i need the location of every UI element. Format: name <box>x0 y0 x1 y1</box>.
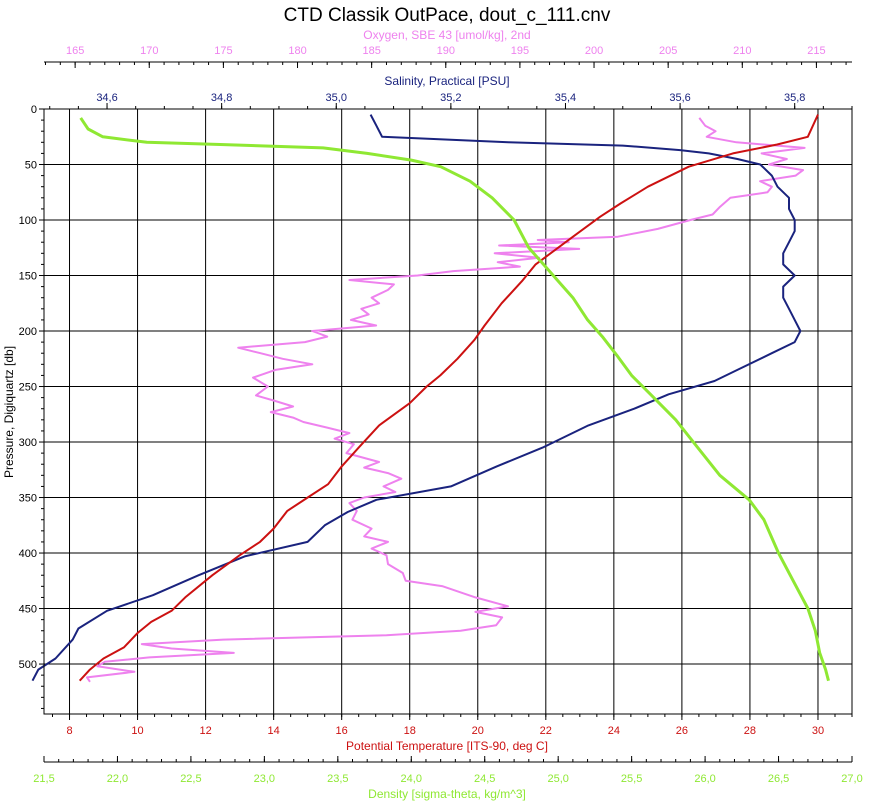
oxygen-tick-label: 210 <box>733 45 751 57</box>
density-tick-label: 26,0 <box>694 773 715 785</box>
pressure-tick-label: 400 <box>19 548 37 560</box>
density-tick-label: 23,0 <box>254 773 275 785</box>
salinity-tick-label: 34,8 <box>211 92 232 104</box>
oxygen-tick-label: 215 <box>807 45 825 57</box>
oxygen-tick-label: 165 <box>66 45 84 57</box>
density-series-line <box>79 117 830 682</box>
oxygen-tick-label: 200 <box>585 45 603 57</box>
pressure-tick-label: 50 <box>25 160 37 172</box>
density-tick-label: 22,5 <box>180 773 201 785</box>
pressure-axis-label: Pressure, Digiquartz [db] <box>2 346 16 478</box>
series-layer <box>31 114 830 683</box>
oxygen-tick-label: 175 <box>214 45 232 57</box>
temperature-tick-label: 30 <box>812 725 824 737</box>
salinity-tick-label: 34,6 <box>96 92 117 104</box>
temperature-tick-label: 10 <box>131 725 143 737</box>
density-tick-label: 25,5 <box>621 773 642 785</box>
density-tick-label: 21,5 <box>33 773 54 785</box>
temperature-tick-label: 20 <box>472 725 484 737</box>
pressure-tick-label: 0 <box>31 104 37 116</box>
pressure-axis: 0 50 100 150 200 250 300 350 400 450 500 <box>19 104 44 709</box>
plot-frame <box>43 108 853 715</box>
oxygen-tick-label: 205 <box>659 45 677 57</box>
oxygen-tick-label: 170 <box>140 45 158 57</box>
oxygen-axis: 165 170 175 180 185 190 195 200 205 210 215 <box>44 45 852 68</box>
density-tick-label: 22,0 <box>107 773 128 785</box>
oxygen-tick-label: 195 <box>511 45 529 57</box>
salinity-tick-label: 35,4 <box>555 92 576 104</box>
temperature-tick-label: 28 <box>744 725 756 737</box>
temperature-axis-label: Potential Temperature [ITS-90, deg C] <box>346 739 548 753</box>
salinity-tick-label: 35,2 <box>440 92 461 104</box>
temperature-series-line <box>78 114 819 682</box>
pressure-tick-label: 200 <box>19 326 37 338</box>
temperature-tick-label: 14 <box>268 725 280 737</box>
temperature-tick-label: 18 <box>404 725 416 737</box>
chart-title: CTD Classik OutPace, dout_c_111.cnv <box>284 5 611 26</box>
salinity-tick-label: 35,0 <box>326 92 347 104</box>
oxygen-tick-label: 190 <box>437 45 455 57</box>
density-tick-label: 26,5 <box>768 773 789 785</box>
temperature-tick-label: 12 <box>199 725 211 737</box>
salinity-axis-label: Salinity, Practical [PSU] <box>384 74 509 88</box>
temperature-tick-label: 22 <box>540 725 552 737</box>
oxygen-series-line <box>86 117 806 683</box>
temperature-tick-label: 8 <box>66 725 72 737</box>
temperature-axis: 8 10 12 14 16 18 20 22 24 26 28 30 <box>44 713 853 737</box>
pressure-tick-label: 250 <box>19 382 37 394</box>
density-axis: 21,5 22,0 22,5 23,0 23,5 24,0 24,5 25,0 25,5 26,0… <box>33 756 863 785</box>
pressure-tick-label: 100 <box>19 215 37 227</box>
density-tick-label: 24,5 <box>474 773 495 785</box>
density-tick-label: 27,0 <box>841 773 862 785</box>
density-tick-label: 23,5 <box>327 773 348 785</box>
temperature-tick-label: 16 <box>336 725 348 737</box>
salinity-tick-label: 35,6 <box>669 92 690 104</box>
chart-grid <box>44 109 852 714</box>
density-axis-label: Density [sigma-theta, kg/m^3] <box>368 787 526 801</box>
density-tick-label: 25,0 <box>547 773 568 785</box>
pressure-tick-label: 300 <box>19 437 37 449</box>
oxygen-tick-label: 180 <box>288 45 306 57</box>
pressure-tick-label: 150 <box>19 271 37 283</box>
salinity-tick-label: 35,8 <box>784 92 805 104</box>
temperature-tick-label: 26 <box>676 725 688 737</box>
pressure-tick-label: 450 <box>19 604 37 616</box>
pressure-tick-label: 500 <box>19 659 37 671</box>
pressure-tick-label: 350 <box>19 493 37 505</box>
salinity-axis: 34,6 34,8 35,0 35,2 35,4 35,6 35,8 <box>44 92 853 110</box>
density-tick-label: 24,0 <box>401 773 422 785</box>
oxygen-axis-label: Oxygen, SBE 43 [umol/kg], 2nd <box>363 28 530 42</box>
oxygen-tick-label: 185 <box>362 45 380 57</box>
temperature-tick-label: 24 <box>608 725 620 737</box>
